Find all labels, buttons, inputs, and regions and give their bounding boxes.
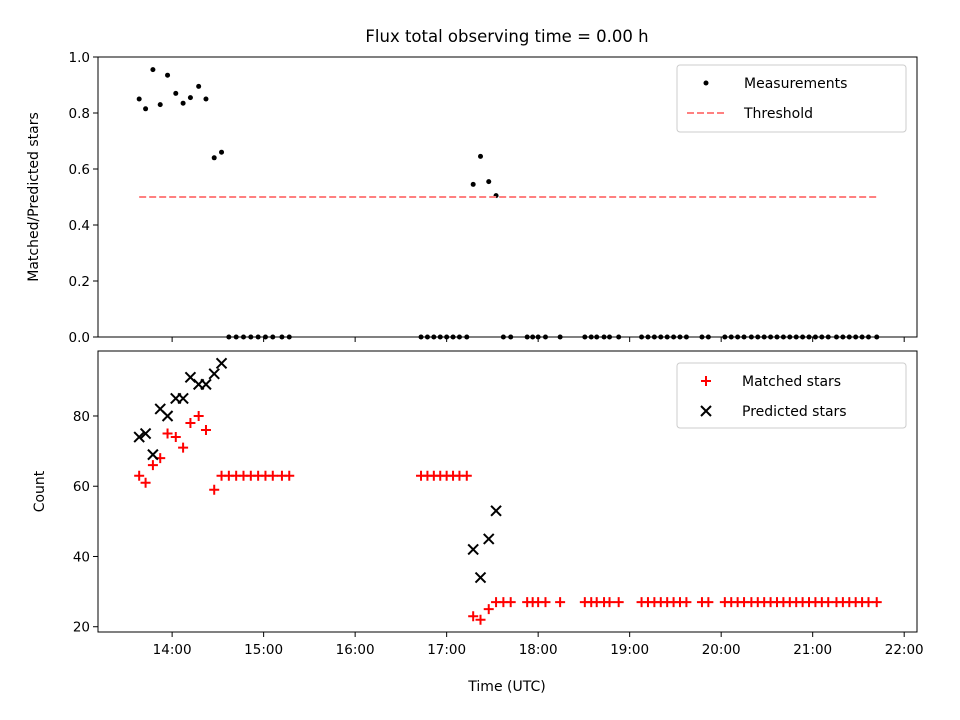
x-tick-label: 20:00 — [702, 642, 741, 658]
y-tick-label: 0.0 — [69, 330, 90, 346]
y-axis-label: Matched/Predicted stars — [26, 112, 42, 282]
chart-title: Flux total observing time = 0.00 h — [365, 27, 648, 46]
y-tick-label: 0.2 — [69, 274, 90, 290]
data-marker — [200, 378, 212, 391]
data-marker — [490, 505, 502, 517]
legend: Measurements Threshold — [676, 64, 907, 133]
y-axis-label: Count — [32, 470, 48, 512]
x-tick-label: 14:00 — [153, 642, 192, 658]
data-point — [150, 67, 156, 73]
data-marker — [178, 442, 189, 453]
legend-label: Matched stars — [742, 374, 841, 390]
count-panel: 20 40 60 80 14:00 15:00 16:00 17:00 18:00 19:00 20… — [32, 350, 924, 658]
ratio-panel: 0.0 0.2 0.4 0.6 0.8 1.0 Matched/Predicted star… — [26, 50, 918, 346]
data-point — [486, 179, 492, 185]
x-tick-label: 17:00 — [427, 642, 466, 658]
legend-label: Measurements — [744, 76, 847, 92]
data-marker — [140, 477, 151, 488]
data-marker — [133, 431, 145, 443]
x-tick-label: 19:00 — [610, 642, 649, 658]
data-marker — [871, 597, 882, 608]
data-point — [165, 72, 171, 78]
data-marker — [267, 470, 278, 481]
data-point — [157, 102, 163, 108]
data-marker — [170, 432, 181, 443]
x-tick-label: 16:00 — [336, 642, 375, 658]
x-tick-label: 22:00 — [885, 642, 924, 658]
data-marker — [177, 392, 189, 405]
data-point — [470, 181, 476, 187]
data-marker — [185, 418, 196, 429]
data-point — [143, 106, 149, 112]
y-tick-label: 60 — [73, 479, 90, 495]
legend-marker — [703, 80, 709, 86]
y-tick-label: 80 — [73, 409, 90, 425]
data-marker — [604, 597, 615, 608]
y-tick-label: 40 — [73, 549, 90, 565]
data-marker — [461, 470, 472, 481]
y-tick-label: 1.0 — [69, 50, 90, 66]
x-tick-label: 21:00 — [793, 642, 832, 658]
x-axis-label: Time (UTC) — [467, 679, 545, 695]
data-marker — [215, 357, 228, 370]
data-marker — [134, 470, 145, 481]
data-marker — [681, 597, 692, 608]
y-tick-label: 0.8 — [69, 106, 90, 122]
data-point — [478, 153, 484, 159]
x-tick-label: 15:00 — [244, 642, 283, 658]
data-point — [196, 83, 202, 89]
legend-label: Predicted stars — [742, 404, 847, 420]
data-marker — [161, 410, 174, 422]
data-marker — [147, 448, 159, 461]
data-point — [187, 95, 193, 101]
data-point — [211, 155, 217, 161]
legend-box — [676, 64, 907, 133]
data-marker — [613, 597, 624, 608]
data-marker — [209, 484, 220, 495]
data-marker — [208, 368, 220, 380]
data-marker — [147, 460, 158, 471]
data-marker — [193, 410, 204, 421]
data-marker — [468, 611, 479, 622]
legend: Matched stars Predicted stars — [676, 362, 907, 429]
series-predicted-stars — [133, 357, 502, 584]
y-tick-label: 0.4 — [69, 218, 90, 234]
data-marker — [284, 470, 295, 481]
data-marker — [139, 427, 152, 440]
plot-frame — [97, 350, 918, 633]
data-marker — [467, 543, 479, 556]
data-marker — [703, 597, 714, 608]
data-marker — [483, 533, 495, 545]
legend-label: Threshold — [743, 106, 813, 122]
y-tick-label: 0.6 — [69, 162, 90, 178]
data-marker — [162, 428, 173, 439]
legend-marker — [700, 405, 712, 417]
data-point — [219, 149, 225, 155]
data-point — [180, 100, 186, 106]
data-marker — [475, 614, 486, 625]
data-marker — [540, 597, 551, 608]
plot-frame — [97, 56, 918, 338]
y-tick-label: 20 — [73, 620, 90, 636]
data-point — [203, 96, 209, 102]
x-tick-label: 18:00 — [519, 642, 558, 658]
data-point — [173, 90, 179, 96]
data-marker — [555, 597, 566, 608]
series-matched-stars — [134, 410, 882, 625]
data-marker — [483, 604, 494, 615]
legend-box — [676, 362, 907, 429]
data-marker — [474, 571, 487, 584]
data-point — [136, 96, 142, 102]
data-marker — [505, 597, 516, 608]
legend-marker — [701, 376, 711, 386]
data-marker — [200, 425, 211, 436]
